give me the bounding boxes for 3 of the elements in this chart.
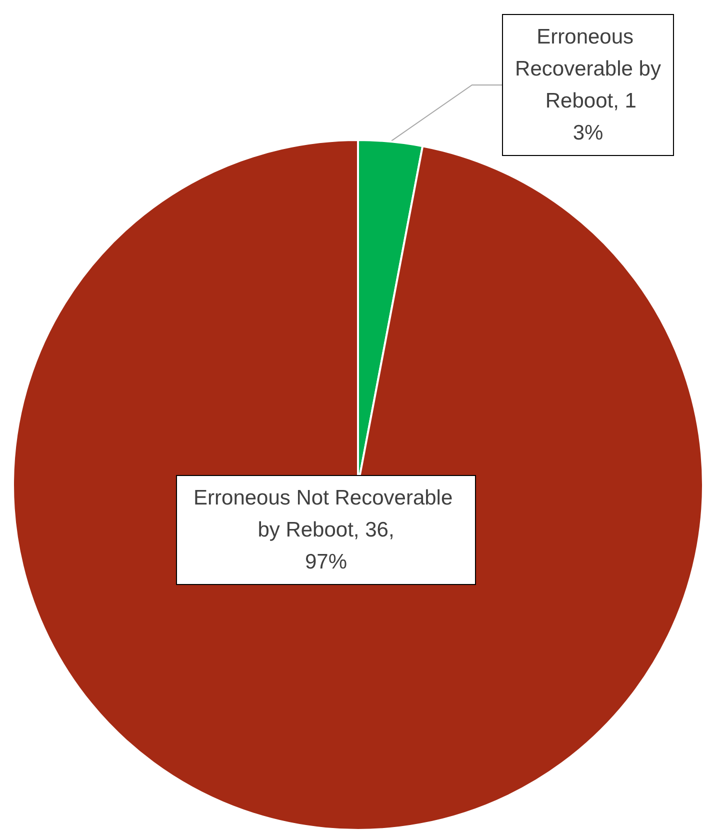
data-label: 3% (572, 122, 604, 144)
slice-label: Erroneous Not Recoverable by Reboot, 36, 97% (194, 486, 458, 574)
slice-label: Erroneous Recoverable by Reboot, 1 (515, 26, 662, 112)
